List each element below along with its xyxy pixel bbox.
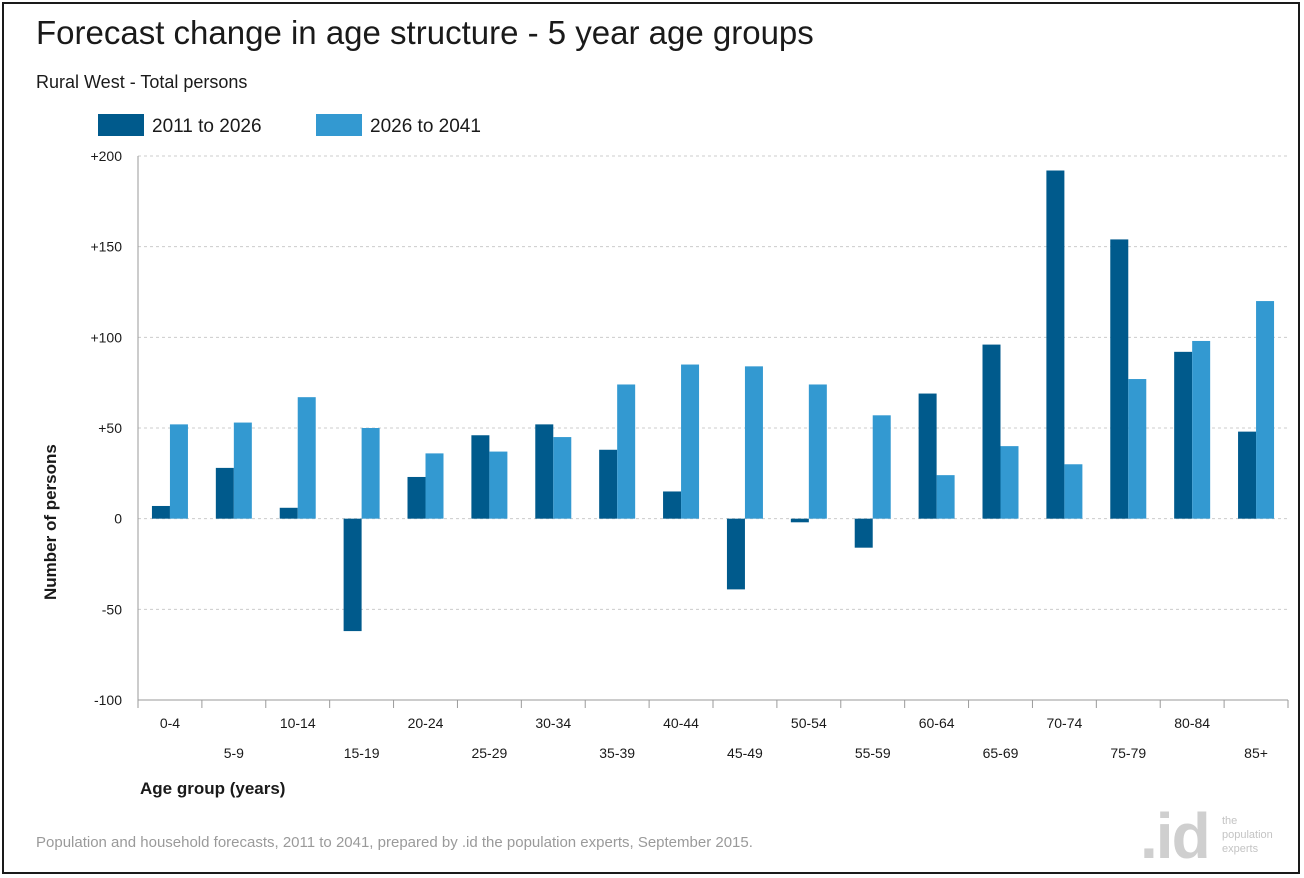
x-tick-label: 15-19 bbox=[344, 745, 380, 761]
bar-2026-2041-10-14 bbox=[297, 397, 316, 519]
x-tick-label: 25-29 bbox=[471, 745, 507, 761]
bar-2011-2026-40-44 bbox=[663, 491, 682, 519]
bar-2011-2026-50-54 bbox=[790, 518, 809, 523]
bar-2026-2041-65-69 bbox=[1000, 446, 1019, 519]
bar-2026-2041-80-84 bbox=[1192, 340, 1211, 519]
bar-2011-2026-25-29 bbox=[471, 435, 490, 519]
x-tick-label: 5-9 bbox=[224, 745, 244, 761]
bar-2011-2026-70-74 bbox=[1046, 170, 1065, 519]
legend-label-2026-2041: 2026 to 2041 bbox=[370, 116, 481, 137]
x-tick-label: 50-54 bbox=[791, 715, 827, 731]
id-logo: .id the population experts bbox=[1140, 800, 1300, 874]
x-tick-label: 75-79 bbox=[1110, 745, 1146, 761]
y-axis-label: Number of persons bbox=[41, 444, 60, 600]
logo-tagline: the population experts bbox=[1222, 814, 1296, 856]
bar-2026-2041-55-59 bbox=[872, 415, 891, 519]
bar-2026-2041-30-34 bbox=[553, 437, 572, 519]
bar-2026-2041-15-19 bbox=[361, 428, 380, 519]
x-tick-label: 10-14 bbox=[280, 715, 316, 731]
bar-2011-2026-35-39 bbox=[599, 449, 618, 519]
legend-swatch-2026-2041 bbox=[316, 114, 362, 136]
y-axis-ticks: +200 +150 +100 +50 0 -50 -100 bbox=[90, 148, 122, 708]
chart-subtitle: Rural West - Total persons bbox=[36, 72, 248, 92]
legend: 2011 to 2026 2026 to 2041 bbox=[98, 114, 481, 137]
bar-2026-2041-0-4 bbox=[169, 424, 188, 519]
chart-title: Forecast change in age structure - 5 yea… bbox=[36, 14, 814, 51]
y-tick-label: +150 bbox=[90, 239, 122, 255]
bar-2026-2041-45-49 bbox=[744, 366, 763, 519]
x-axis-label: Age group (years) bbox=[140, 779, 285, 798]
bar-2026-2041-70-74 bbox=[1064, 464, 1083, 519]
bar-2011-2026-15-19 bbox=[343, 518, 362, 632]
bar-2011-2026-65-69 bbox=[982, 344, 1001, 519]
bar-2026-2041-20-24 bbox=[425, 453, 444, 519]
bar-2011-2026-75-79 bbox=[1110, 239, 1129, 519]
x-tick-label: 30-34 bbox=[535, 715, 571, 731]
y-tick-label: +50 bbox=[98, 420, 122, 436]
y-tick-label: +100 bbox=[90, 329, 122, 345]
x-tick-label: 55-59 bbox=[855, 745, 891, 761]
bar-2026-2041-5-9 bbox=[233, 422, 252, 519]
bar-2026-2041-35-39 bbox=[617, 384, 636, 519]
bar-2011-2026-5-9 bbox=[215, 467, 234, 519]
y-tick-label: +200 bbox=[90, 148, 122, 164]
bar-2011-2026-80-84 bbox=[1174, 351, 1193, 519]
x-tick-label: 80-84 bbox=[1174, 715, 1210, 731]
x-tick-label: 85+ bbox=[1244, 745, 1268, 761]
logo-tagline-line: population bbox=[1222, 829, 1273, 841]
bar-2011-2026-45-49 bbox=[726, 518, 745, 590]
bar-2026-2041-85+ bbox=[1256, 301, 1275, 519]
bar-2011-2026-0-4 bbox=[151, 505, 170, 519]
bar-2026-2041-40-44 bbox=[681, 364, 700, 519]
x-tick-label: 45-49 bbox=[727, 745, 763, 761]
bar-2011-2026-60-64 bbox=[918, 393, 937, 519]
x-tick-label: 40-44 bbox=[663, 715, 699, 731]
x-tick-label: 35-39 bbox=[599, 745, 635, 761]
bar-2026-2041-25-29 bbox=[489, 451, 508, 519]
logo-tagline-line: experts bbox=[1222, 843, 1259, 855]
bar-2011-2026-30-34 bbox=[535, 424, 554, 519]
bar-2026-2041-50-54 bbox=[808, 384, 827, 519]
logo-mark: .id bbox=[1140, 800, 1211, 872]
y-tick-label: -50 bbox=[102, 601, 122, 617]
bar-2011-2026-55-59 bbox=[854, 518, 873, 548]
x-tick-label: 20-24 bbox=[408, 715, 444, 731]
y-tick-label: 0 bbox=[114, 511, 122, 527]
logo-tagline-line: the bbox=[1222, 815, 1238, 827]
legend-label-2011-2026: 2011 to 2026 bbox=[152, 116, 262, 137]
x-tick-label: 0-4 bbox=[160, 715, 180, 731]
y-tick-label: -100 bbox=[94, 692, 122, 708]
legend-swatch-2011-2026 bbox=[98, 114, 144, 136]
bar-2026-2041-60-64 bbox=[936, 475, 955, 519]
x-tick-label: 70-74 bbox=[1046, 715, 1082, 731]
bar-2011-2026-10-14 bbox=[279, 507, 298, 519]
x-axis-ticks: 0-4 5-9 10-14 15-19 20-24 25-29 30-34 35-39 40-4… bbox=[137, 700, 1289, 761]
bar-2011-2026-85+ bbox=[1238, 431, 1257, 519]
x-tick-label: 65-69 bbox=[983, 745, 1019, 761]
bar-2026-2041-75-79 bbox=[1128, 379, 1147, 519]
bar-2011-2026-20-24 bbox=[407, 476, 426, 519]
bars bbox=[151, 170, 1275, 632]
x-tick-label: 60-64 bbox=[919, 715, 955, 731]
source-note: Population and household forecasts, 2011… bbox=[36, 834, 753, 851]
